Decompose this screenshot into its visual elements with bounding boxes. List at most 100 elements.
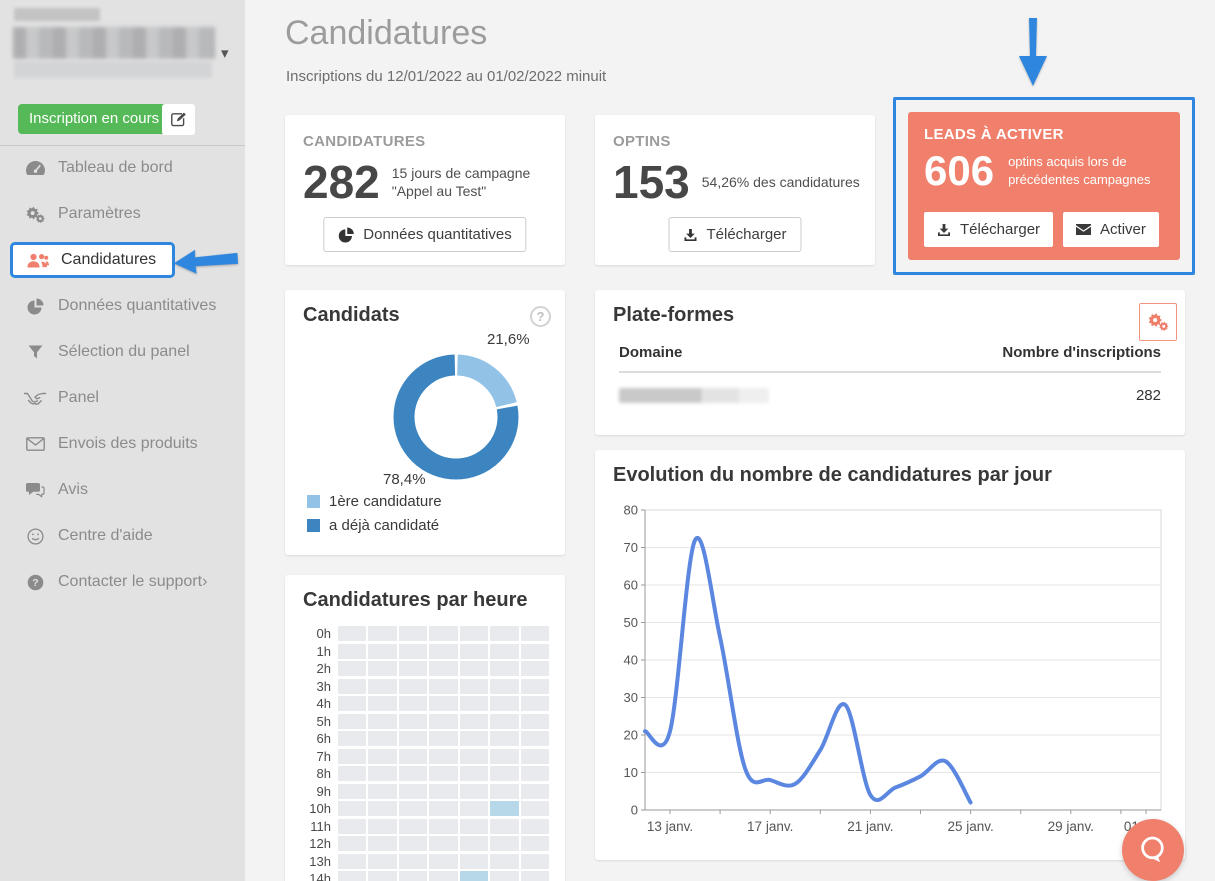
sidebar-item-contacter-support[interactable]: ? Contacter le support› (0, 559, 245, 605)
telecharger-optins-button[interactable]: Télécharger (668, 217, 802, 252)
hourly-heatmap: 0h1h2h3h4h5h6h7h8h9h10h11h12h13h14h15h (299, 625, 549, 881)
sidebar-item-parametres[interactable]: Paramètres (0, 191, 245, 237)
heatmap-cell (368, 783, 397, 799)
heatmap-cell (490, 713, 519, 729)
heatmap-cell (490, 661, 519, 677)
page-title: Candidatures (285, 14, 488, 52)
card-leads-a-activer: LEADS À ACTIVER 606 optins acquis lors d… (908, 112, 1180, 260)
svg-text:80: 80 (624, 503, 638, 518)
heatmap-cell (520, 643, 549, 659)
hour-label: 9h (316, 783, 331, 799)
card-candidatures-par-heure: Candidatures par heure 0h 1h 2h 3h 4h 5h 6h 7h 8… (285, 575, 565, 881)
chevron-down-icon[interactable]: ▾ (221, 45, 229, 62)
stat-label: OPTINS (613, 133, 671, 150)
inscriptions-count: 282 (1135, 387, 1161, 404)
stat-value: 606 (924, 147, 995, 194)
hour-label: 11h (310, 818, 331, 834)
heatmap-cell (368, 713, 397, 729)
domain-redacted (619, 388, 769, 403)
donut-legend: 1ère candidature a déjà candidaté (307, 493, 442, 541)
dashboard-icon (22, 160, 48, 176)
heatmap-cell (338, 783, 367, 799)
heatmap-cell (520, 801, 549, 817)
heatmap-cell (490, 853, 519, 869)
heatmap-cell (490, 643, 519, 659)
legend-swatch (307, 519, 320, 532)
heatmap-row-7h: 7h (299, 748, 549, 766)
heatmap-cell (429, 766, 458, 782)
donut-chart (393, 354, 519, 480)
heatmap-cell (398, 643, 428, 659)
sidebar-item-envois-des-produits[interactable]: Envois des produits (0, 421, 245, 467)
platforms-settings-button[interactable] (1139, 303, 1177, 341)
heatmap-cell (429, 731, 458, 747)
sidebar-item-avis[interactable]: Avis (0, 467, 245, 513)
sidebar-item-tableau-de-bord[interactable]: Tableau de bord (0, 145, 245, 191)
column-header-inscriptions: Nombre d'inscriptions (1002, 344, 1161, 361)
heatmap-cell (368, 731, 397, 747)
annotation-arrow-left-icon (171, 244, 243, 284)
svg-text:?: ? (32, 577, 38, 589)
heatmap-cell (338, 731, 367, 747)
help-icon[interactable]: ? (530, 306, 551, 327)
card-evolution: Evolution du nombre de candidatures par … (595, 450, 1185, 860)
donnees-quantitatives-button[interactable]: Données quantitatives (323, 217, 527, 252)
sidebar-item-label: Panel (58, 389, 99, 406)
svg-text:17 janv.: 17 janv. (747, 819, 793, 834)
sidebar-item-centre-aide[interactable]: Centre d'aide (0, 513, 245, 559)
stat-note: 15 jours de campagne "Appel au Test" (391, 164, 531, 199)
annotation-arrow-down-icon (1005, 16, 1061, 95)
sidebar-item-candidatures[interactable]: Candidatures (0, 237, 245, 283)
svg-text:0: 0 (631, 803, 638, 818)
heatmap-cell (429, 696, 458, 712)
chat-button[interactable] (1122, 819, 1184, 881)
sidebar: ▾ Inscription en cours Tableau de bord Pa… (0, 0, 245, 881)
heatmap-row-9h: 9h (299, 783, 549, 801)
heatmap-cell (520, 748, 549, 764)
heatmap-cell (338, 643, 367, 659)
page-subtitle: Inscriptions du 12/01/2022 au 01/02/2022… (286, 68, 607, 85)
sidebar-item-label: Paramètres (58, 205, 141, 222)
heatmap-cell (368, 696, 397, 712)
heatmap-cell (398, 853, 428, 869)
hour-label: 3h (316, 678, 331, 694)
heatmap-cell (368, 626, 397, 642)
sidebar-item-selection-du-panel[interactable]: Sélection du panel (0, 329, 245, 375)
heatmap-cell (398, 626, 428, 642)
edit-button[interactable] (162, 104, 195, 135)
svg-text:30: 30 (624, 690, 638, 705)
pencil-square-icon (170, 111, 187, 128)
svg-text:13 janv.: 13 janv. (647, 819, 693, 834)
sidebar-item-panel[interactable]: Panel (0, 375, 245, 421)
heatmap-cell (338, 818, 367, 834)
hour-label: 12h (309, 836, 331, 852)
heatmap-row-4h: 4h (299, 695, 549, 713)
legend-item: 1ère candidature (307, 493, 442, 510)
heatmap-cell (429, 836, 458, 852)
heatmap-cell (459, 731, 489, 747)
heatmap-row-8h: 8h (299, 765, 549, 783)
svg-text:10: 10 (624, 765, 638, 780)
heatmap-cell (520, 661, 549, 677)
heatmap-cell (368, 801, 397, 817)
heatmap-cell (459, 836, 489, 852)
smiley-icon (22, 527, 48, 545)
heatmap-cell (520, 836, 549, 852)
sidebar-item-label: Envois des produits (58, 435, 198, 452)
heatmap-cell (520, 766, 549, 782)
heatmap-cell (429, 748, 458, 764)
activer-button[interactable]: Activer (1063, 212, 1159, 247)
heatmap-cell (338, 696, 367, 712)
hour-label: 0h (316, 626, 331, 642)
stat-value: 282 (303, 156, 380, 208)
sidebar-item-donnees-quantitatives[interactable]: Données quantitatives (0, 283, 245, 329)
hour-label: 14h (309, 871, 331, 881)
heatmap-row-3h: 3h (299, 678, 549, 696)
card-title: Plate-formes (613, 304, 735, 326)
stat-note: 54,26% des candidatures (701, 173, 860, 190)
heatmap-cell (398, 713, 428, 729)
telecharger-leads-button[interactable]: Télécharger (924, 212, 1054, 247)
svg-text:20: 20 (624, 728, 638, 743)
heatmap-cell (459, 766, 489, 782)
